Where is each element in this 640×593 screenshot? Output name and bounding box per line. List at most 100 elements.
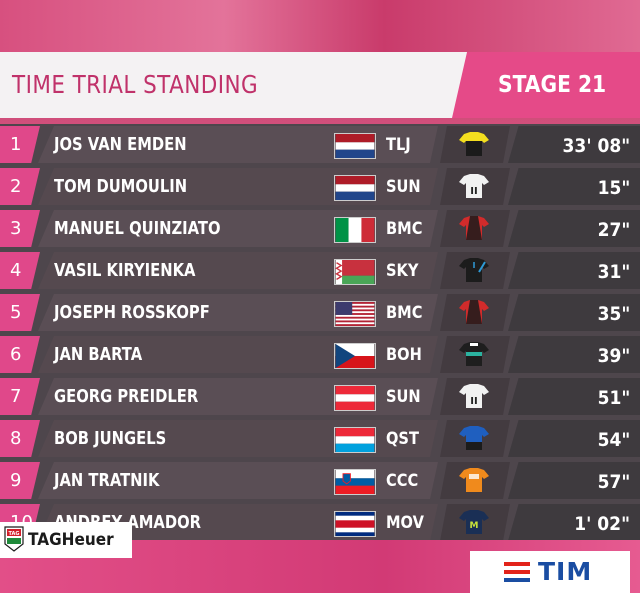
- time-panel: [508, 504, 640, 541]
- netherlands-flag-icon: [334, 133, 376, 159]
- table-row: 3 MANUEL QUINZIATO BMC 27": [0, 208, 640, 248]
- rider-name: TOM DUMOULIN: [54, 176, 188, 197]
- rank-badge: 6: [0, 336, 40, 373]
- table-row: 7 GEORG PREIDLER SUN II 51": [0, 376, 640, 416]
- rank-badge: 5: [0, 294, 40, 331]
- italy-flag-icon: [334, 217, 376, 243]
- table-row: 4 VASIL KIRYIENKA SKY 31": [0, 250, 640, 290]
- tagheuer-logo-text: TAGHeuer: [28, 530, 114, 550]
- luxembourg-flag-icon: [334, 427, 376, 453]
- rank-number: 9: [10, 470, 22, 491]
- header-stage-panel: [452, 52, 640, 118]
- finish-time: 57": [597, 471, 630, 493]
- finish-time: 35": [597, 303, 630, 325]
- tagheuer-shield-text: TAG: [9, 531, 20, 537]
- slovenia-flag-icon: [334, 469, 376, 495]
- rider-name: BOB JUNGELS: [54, 428, 167, 449]
- finish-time: 39": [597, 345, 630, 367]
- rank-badge: 2: [0, 168, 40, 205]
- table-row: 8 BOB JUNGELS QST 54": [0, 418, 640, 458]
- jersey-mark: M: [470, 521, 479, 531]
- tim-logo: TIM: [470, 551, 630, 593]
- austria-flag-icon: [334, 385, 376, 411]
- tim-mark-icon: [504, 562, 530, 582]
- table-row: 9 JAN TRATNIK CCC 57": [0, 460, 640, 500]
- belarus-flag-icon: [334, 259, 376, 285]
- table-row: 2 TOM DUMOULIN SUN II 15": [0, 166, 640, 206]
- tagheuer-logo: TAG TAGHeuer: [0, 522, 132, 558]
- orange-jersey-icon: [459, 468, 489, 492]
- time-panel: [508, 168, 640, 205]
- rider-name: MANUEL QUINZIATO: [54, 218, 221, 239]
- rank-number: 8: [10, 428, 22, 449]
- rank-number: 7: [10, 386, 22, 407]
- white-black-jersey-icon: II: [459, 174, 489, 198]
- blue-black-jersey-icon: [459, 426, 489, 450]
- costa-rica-flag-icon: [334, 511, 376, 537]
- time-panel: [508, 378, 640, 415]
- rank-number: 3: [10, 218, 22, 239]
- standings-table: 1 JOS VAN EMDEN TLJ 33' 08" 2 TOM DUMOUL…: [0, 124, 640, 544]
- finish-time: 54": [597, 429, 630, 451]
- finish-time: 1' 02": [574, 513, 630, 535]
- page-title: TIME TRIAL STANDING: [12, 70, 259, 99]
- red-black-jersey-icon: [459, 216, 489, 240]
- rank-badge: 4: [0, 252, 40, 289]
- rank-badge: 1: [0, 126, 40, 163]
- time-panel: [508, 336, 640, 373]
- rider-name: JAN TRATNIK: [54, 470, 160, 491]
- tim-logo-text: TIM: [538, 557, 593, 586]
- rank-number: 2: [10, 176, 22, 197]
- jersey-mark: II: [470, 186, 477, 197]
- table-row: 6 JAN BARTA BOH 39": [0, 334, 640, 374]
- finish-time: 27": [597, 219, 630, 241]
- rank-number: 1: [10, 134, 22, 155]
- background-top: [0, 0, 640, 60]
- team-code: BMC: [386, 303, 423, 323]
- finish-time: 51": [597, 387, 630, 409]
- finish-time: 33' 08": [562, 135, 630, 157]
- rank-number: 4: [10, 260, 22, 281]
- time-panel: [508, 126, 640, 163]
- finish-time: 31": [597, 261, 630, 283]
- tagheuer-shield-icon: TAG: [4, 526, 24, 552]
- stage-label: STAGE 21: [498, 72, 607, 98]
- team-code: QST: [386, 429, 419, 449]
- rider-name: GEORG PREIDLER: [54, 386, 199, 407]
- dark-blue-jersey-icon: M: [459, 510, 489, 534]
- rank-number: 6: [10, 344, 22, 365]
- table-row: 1 JOS VAN EMDEN TLJ 33' 08": [0, 124, 640, 164]
- yellow-black-jersey-icon: [459, 132, 489, 156]
- rank-badge: 8: [0, 420, 40, 457]
- time-panel: [508, 210, 640, 247]
- team-code: SUN: [386, 387, 421, 407]
- time-panel: [508, 420, 640, 457]
- rank-badge: 9: [0, 462, 40, 499]
- standing-header: TIME TRIAL STANDING STAGE 21: [0, 52, 640, 122]
- rank-badge: 7: [0, 378, 40, 415]
- team-code: BMC: [386, 219, 423, 239]
- finish-time: 15": [597, 177, 630, 199]
- rider-name: JOS VAN EMDEN: [54, 134, 187, 155]
- team-code: BOH: [386, 345, 422, 365]
- team-code: SKY: [386, 261, 419, 281]
- team-code: MOV: [386, 513, 424, 533]
- black-blue-jersey-icon: [459, 258, 489, 282]
- time-panel: [508, 462, 640, 499]
- jersey-mark: II: [470, 396, 477, 407]
- rider-name: JAN BARTA: [54, 344, 143, 365]
- team-code: CCC: [386, 471, 419, 491]
- team-code: SUN: [386, 177, 421, 197]
- black-teal-jersey-icon: [459, 342, 489, 366]
- rank-number: 5: [10, 302, 22, 323]
- netherlands-flag-icon: [334, 175, 376, 201]
- time-panel: [508, 294, 640, 331]
- red-black-jersey-icon: [459, 300, 489, 324]
- rider-name: VASIL KIRYIENKA: [54, 260, 196, 281]
- time-panel: [508, 252, 640, 289]
- team-code: TLJ: [386, 135, 411, 155]
- header-title-panel: [0, 52, 480, 118]
- white-black-jersey-icon: II: [459, 384, 489, 408]
- table-row: 5 JOSEPH ROSSKOPF BMC 35": [0, 292, 640, 332]
- usa-flag-icon: [334, 301, 376, 327]
